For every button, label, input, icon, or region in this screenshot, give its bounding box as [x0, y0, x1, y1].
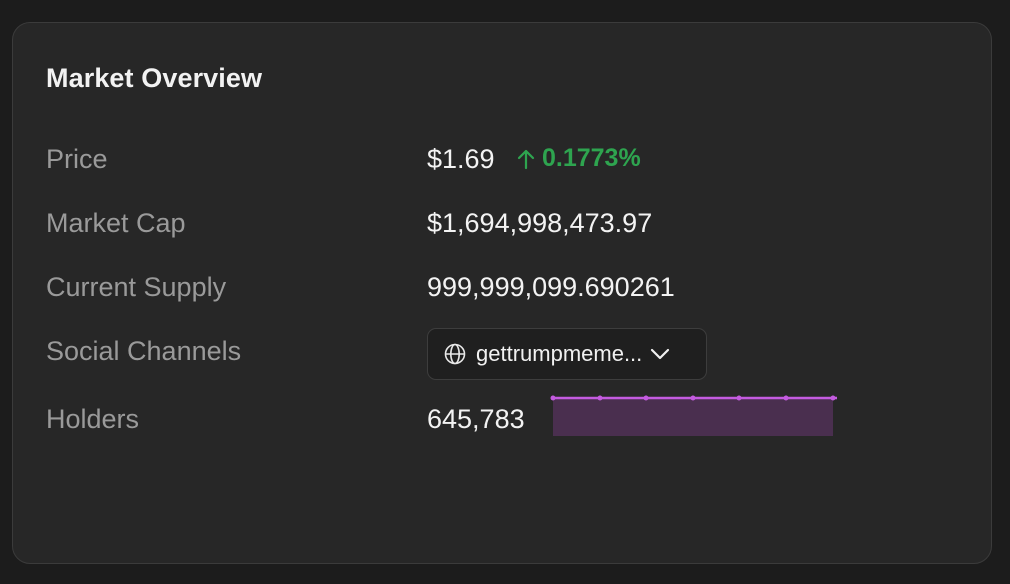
sparkline-point: [830, 395, 836, 401]
sparkline-point: [550, 395, 556, 401]
social-channels-dropdown[interactable]: gettrumpmeme...: [427, 328, 707, 380]
holders-label: Holders: [46, 404, 140, 434]
sparkline-point: [643, 395, 649, 401]
price-change: 0.1773%: [516, 144, 641, 173]
globe-icon: [444, 343, 466, 365]
holders-sparkline: [550, 395, 837, 436]
card-title: Market Overview: [46, 63, 263, 93]
current-supply-value: 999,999,099.690261: [427, 272, 675, 302]
price-label: Price: [46, 144, 108, 174]
price-value: $1.69: [427, 144, 495, 174]
arrow-up-icon: [517, 149, 535, 169]
sparkline-point: [690, 395, 696, 401]
sparkline-area: [553, 398, 833, 436]
social-channels-selected: gettrumpmeme...: [476, 341, 643, 366]
market-overview-card: Market Overview Price $1.69 0.1773% Mark…: [12, 22, 992, 564]
social-channels-label: Social Channels: [46, 336, 242, 366]
sparkline-point: [597, 395, 603, 401]
market-cap-value: $1,694,998,473.97: [427, 208, 653, 238]
sparkline-point: [736, 395, 742, 401]
chevron-down-icon: [651, 348, 670, 360]
holders-value: 645,783: [427, 404, 525, 434]
sparkline-point: [783, 395, 789, 401]
current-supply-label: Current Supply: [46, 272, 227, 302]
market-cap-label: Market Cap: [46, 208, 186, 238]
price-change-value: 0.1773%: [542, 144, 641, 172]
